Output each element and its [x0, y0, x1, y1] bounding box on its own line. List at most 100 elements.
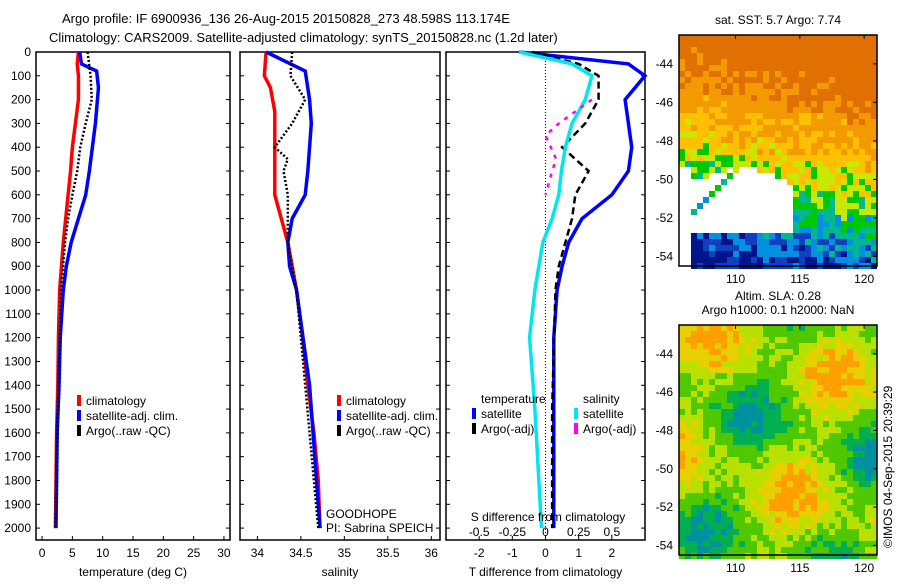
x-tick-label: 20 [157, 546, 171, 560]
map-cell [727, 95, 733, 101]
map-cell [679, 245, 685, 251]
map-cell [817, 541, 823, 547]
map-cell [787, 547, 793, 553]
map-cell [751, 511, 757, 517]
map-cell [757, 245, 763, 251]
map-cell [703, 379, 709, 385]
map-cell [745, 125, 751, 131]
map-cell [691, 349, 697, 355]
map-cell [787, 95, 793, 101]
map-cell [781, 107, 787, 113]
map-cell [769, 499, 775, 505]
map-cell [775, 83, 781, 89]
map-cell [865, 191, 871, 197]
map-cell [739, 391, 745, 397]
map-cell [697, 221, 703, 227]
map-cell [811, 349, 817, 355]
map-cell [817, 355, 823, 361]
map-cell [865, 493, 871, 499]
map-cell [793, 155, 799, 161]
map-cell [727, 107, 733, 113]
map-cell [739, 89, 745, 95]
map-cell [847, 95, 853, 101]
map-cell [721, 499, 727, 505]
map-cell [805, 391, 811, 397]
map-cell [871, 517, 877, 523]
map-cell [859, 493, 865, 499]
map-cell [841, 143, 847, 149]
map-cell [793, 475, 799, 481]
map-cell [715, 101, 721, 107]
map-cell [841, 391, 847, 397]
map-cell [817, 529, 823, 535]
map-cell [727, 197, 733, 203]
map-cell [823, 113, 829, 119]
map-cell [805, 203, 811, 209]
map-cell [703, 119, 709, 125]
map-cell [847, 233, 853, 239]
map-cell [865, 469, 871, 475]
map-cell [691, 233, 697, 239]
map-cell [853, 487, 859, 493]
map-cell [703, 185, 709, 191]
map-cell [685, 487, 691, 493]
map-cell [781, 131, 787, 137]
map-cell [799, 83, 805, 89]
map-cell [781, 137, 787, 143]
map-cell [763, 373, 769, 379]
map-cell [865, 137, 871, 143]
map-cell [859, 107, 865, 113]
map-cell [679, 553, 685, 559]
map-cell [847, 179, 853, 185]
map-cell [817, 53, 823, 59]
map-cell [685, 385, 691, 391]
map-cell [769, 373, 775, 379]
map-cell [805, 89, 811, 95]
map-cell [733, 373, 739, 379]
map-cell [769, 113, 775, 119]
map-cell [841, 35, 847, 41]
map-cell [727, 125, 733, 131]
map-cell [703, 245, 709, 251]
map-cell [763, 325, 769, 331]
map-cell [733, 131, 739, 137]
map-cell [775, 373, 781, 379]
y-tick-label: 1800 [4, 473, 31, 487]
map-cell [769, 481, 775, 487]
map-cell [763, 161, 769, 167]
map-cell [763, 451, 769, 457]
map-cell [745, 59, 751, 65]
map-cell [757, 53, 763, 59]
map-cell [847, 251, 853, 257]
map-cell [703, 161, 709, 167]
map-cell [835, 101, 841, 107]
map-cell [727, 553, 733, 559]
map-cell [685, 415, 691, 421]
map-cell [787, 41, 793, 47]
map-cell [769, 83, 775, 89]
map-cell [739, 173, 745, 179]
map-cell [787, 523, 793, 529]
map-cell [691, 245, 697, 251]
map-cell [685, 239, 691, 245]
lat-tick-label: -52 [656, 211, 674, 225]
map-cell [817, 251, 823, 257]
map-cell [859, 113, 865, 119]
map-cell [829, 131, 835, 137]
map-cell [769, 469, 775, 475]
map-cell [859, 173, 865, 179]
map-cell [799, 385, 805, 391]
x-tick-label: 1 [575, 546, 582, 560]
map-cell [751, 349, 757, 355]
map-cell [763, 167, 769, 173]
map-cell [751, 535, 757, 541]
map-cell [733, 529, 739, 535]
map-cell [679, 239, 685, 245]
map-cell [847, 409, 853, 415]
map-cell [685, 257, 691, 263]
map-cell [835, 65, 841, 71]
map-cell [745, 131, 751, 137]
map-cell [703, 233, 709, 239]
map-cell [841, 457, 847, 463]
map-cell [841, 421, 847, 427]
